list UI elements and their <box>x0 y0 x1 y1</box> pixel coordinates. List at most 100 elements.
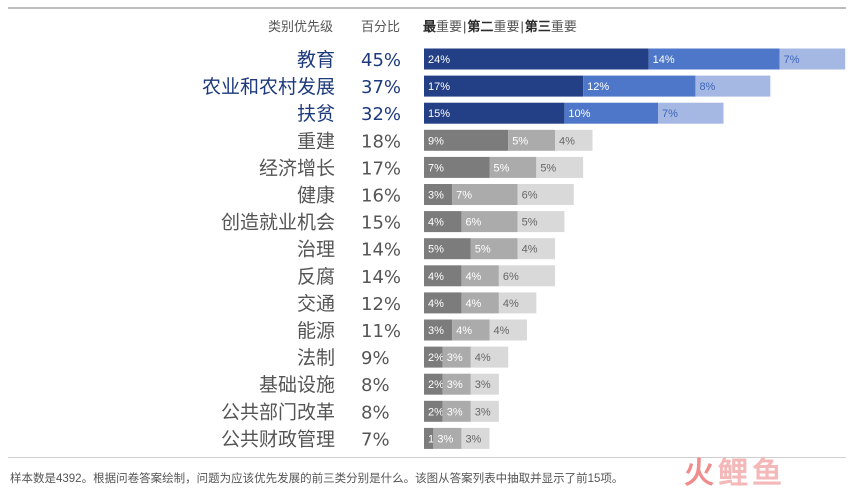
total-percent-label: 8% <box>361 375 390 396</box>
watermark-first-char: 火 <box>684 457 718 490</box>
bar-segment <box>424 75 584 97</box>
bar-value-label: 2% <box>428 352 444 364</box>
category-column-header: 类别优先级 <box>268 19 334 34</box>
bar-segment <box>424 427 434 449</box>
total-percent-label: 11% <box>361 321 401 342</box>
total-percent-label: 14% <box>361 240 401 261</box>
bar-value-label: 4% <box>522 244 538 256</box>
legend-first-bold: 最 <box>423 19 437 34</box>
bar-value-label: 4% <box>456 325 472 337</box>
bar-segment <box>424 211 462 233</box>
bar-segment <box>489 156 537 178</box>
bar-segment <box>442 373 471 395</box>
footnote: 样本数是4392。根据问卷答案绘制，问题为应该优先发展的前三类分别是什么。该图从… <box>10 473 624 485</box>
bar-value-label: 4% <box>428 298 444 310</box>
bar-segment <box>470 373 499 395</box>
bar-segment <box>555 129 593 151</box>
bar-value-label: 3% <box>428 325 444 337</box>
percent-column-header: 百分比 <box>361 19 401 34</box>
category-label: 农业和农村发展 <box>202 76 335 98</box>
category-label: 法制 <box>297 347 335 369</box>
bar-segment <box>461 265 499 287</box>
total-percent-label: 15% <box>361 213 401 234</box>
bar-segment <box>424 129 509 151</box>
category-label: 公共财政管理 <box>221 428 335 450</box>
bar-value-label: 7% <box>662 108 678 120</box>
bar-segment <box>489 319 527 341</box>
bar-segment <box>442 400 471 422</box>
bar-segment <box>424 156 490 178</box>
total-percent-label: 9% <box>361 348 390 369</box>
bar-value-label: 4% <box>494 325 510 337</box>
bar-segment <box>517 211 565 233</box>
bar-segment <box>461 427 490 449</box>
bar-segment <box>695 75 771 97</box>
chart-legend: 最重要|第二重要|第三重要 <box>423 16 577 35</box>
watermark-logo: 火鲤鱼 <box>684 448 834 490</box>
watermark-rest: 鲤鱼 <box>718 457 786 490</box>
legend-separator: | <box>520 19 524 34</box>
bar-value-label: 6% <box>503 271 519 283</box>
bar-segment <box>442 346 471 368</box>
bar-segment <box>461 292 499 314</box>
bar-segment <box>517 238 556 260</box>
bar-segment <box>779 48 846 70</box>
bar-segment <box>424 373 443 395</box>
bar-value-label: 5% <box>428 244 444 256</box>
bar-segment <box>658 102 724 124</box>
bar-segment <box>424 400 443 422</box>
category-label: 重建 <box>297 130 335 152</box>
bar-value-label: 9% <box>428 135 444 147</box>
category-label: 治理 <box>297 239 335 261</box>
bar-value-label: 3% <box>465 433 481 445</box>
priority-stacked-bar-chart: 教育 45% 24% 14% 7% 农业和农村发展 37% 17% 12% 8% 扶贫 32% 15% 1… <box>202 48 846 450</box>
bar-value-label: 4% <box>428 217 444 229</box>
bar-value-label: 5% <box>494 162 510 174</box>
bottom-divider <box>8 457 846 458</box>
bar-segment <box>498 292 537 314</box>
bar-value-label: 4% <box>559 135 575 147</box>
total-percent-label: 16% <box>361 186 401 207</box>
bar-value-label: 3% <box>475 406 491 418</box>
bar-segment <box>433 427 462 449</box>
bar-value-label: 2% <box>428 406 444 418</box>
category-label: 反腐 <box>297 266 335 288</box>
legend-second-bold: 第二 <box>467 19 494 34</box>
bar-value-label: 5% <box>512 135 528 147</box>
bar-value-label: 7% <box>784 54 800 66</box>
bar-value-label: 15% <box>428 108 450 120</box>
bar-value-label: 3% <box>447 379 463 391</box>
total-percent-label: 32% <box>361 104 401 125</box>
bar-value-label: 4% <box>428 271 444 283</box>
bar-value-label: 8% <box>699 81 715 93</box>
bar-segment <box>470 400 499 422</box>
bar-value-label: 3% <box>437 433 453 445</box>
bar-value-label: 2% <box>428 379 444 391</box>
bar-value-label: 3% <box>447 406 463 418</box>
category-label: 创造就业机会 <box>221 212 335 234</box>
bar-segment <box>452 184 518 205</box>
bar-segment <box>424 292 462 314</box>
category-label: 公共部门改革 <box>221 401 335 423</box>
bar-segment <box>424 48 649 70</box>
bar-segment <box>424 184 453 205</box>
total-percent-label: 17% <box>361 158 401 179</box>
bar-segment <box>498 265 556 287</box>
category-label: 基础设施 <box>259 374 335 396</box>
bar-value-label: 6% <box>465 217 481 229</box>
bar-segment <box>452 319 490 341</box>
bar-value-label: 14% <box>653 54 675 66</box>
bar-value-label: 3% <box>475 379 491 391</box>
bar-segment <box>517 184 574 205</box>
bar-segment <box>536 156 584 178</box>
top-divider <box>8 7 846 9</box>
legend-third-rest: 重要 <box>550 19 577 34</box>
bar-segment <box>564 102 658 124</box>
total-percent-label: 8% <box>361 402 390 423</box>
category-label: 健康 <box>297 185 335 207</box>
bar-value-label: 6% <box>522 190 538 202</box>
bar-value-label: 17% <box>428 81 450 93</box>
total-percent-label: 7% <box>361 429 390 450</box>
bar-segment <box>424 346 443 368</box>
legend-second-rest: 重要 <box>493 19 520 34</box>
